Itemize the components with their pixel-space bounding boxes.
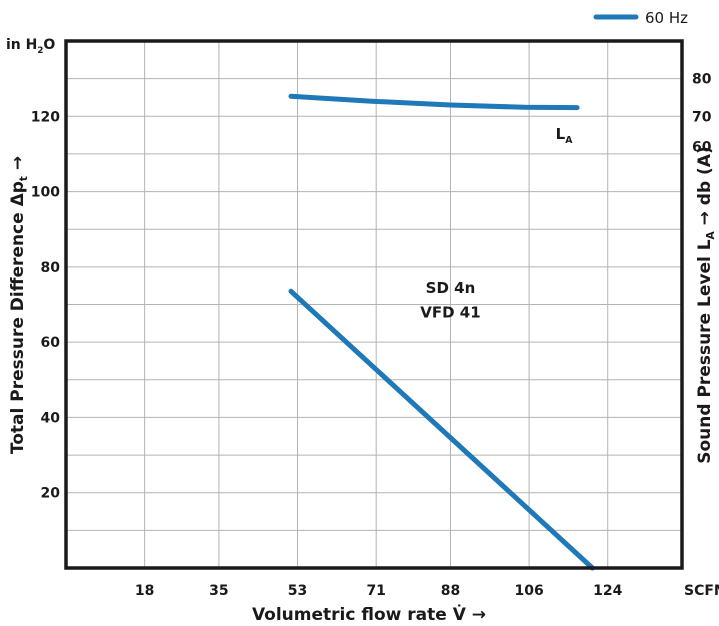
x-tick-label: 88 — [441, 583, 460, 599]
x-tick-label: 53 — [288, 583, 307, 599]
y-tick-label: 60 — [41, 335, 61, 351]
annotation-2: SD 4n — [426, 279, 476, 297]
y-tick-label: 20 — [41, 486, 61, 502]
series-layer — [288, 93, 595, 571]
y-unit-label: in H2O — [6, 37, 55, 56]
series-line-1 — [288, 93, 580, 111]
y-tick-label: 100 — [31, 185, 60, 201]
y-tick-label: 120 — [31, 109, 60, 125]
legend-label: 60 Hz — [645, 9, 688, 27]
y2-tick-label: 80 — [692, 72, 712, 88]
annotation-1: LA — [556, 125, 574, 146]
y2-axis-title: Sound Pressure Level LA → db (A) — [695, 146, 717, 464]
x-unit-label: SCFM — [684, 583, 719, 599]
plot-frame — [64, 39, 684, 570]
y-tick-label: 40 — [41, 410, 61, 426]
y-tick-label: 80 — [41, 260, 61, 276]
grid-lines — [66, 41, 682, 568]
x-axis-title: Volumetric flow rate V̇ → — [252, 604, 486, 625]
y-tick-labels: 20 40 60 80 100 120 — [31, 109, 60, 501]
x-tick-label: 71 — [366, 583, 385, 599]
x-tick-label: 35 — [209, 583, 228, 599]
y-axis-title: Total Pressure Difference Δpt → — [8, 156, 30, 454]
annotation-3: VFD 41 — [420, 304, 480, 322]
y2-tick-label: 70 — [692, 109, 712, 125]
x-tick-labels: 18 35 53 71 88 106 124 — [135, 583, 623, 599]
series-line-2 — [288, 288, 595, 571]
annotations: LA SD 4n VFD 41 — [420, 125, 573, 322]
y2-tick-labels: 80 70 60 — [692, 72, 712, 156]
x-tick-label: 18 — [135, 583, 154, 599]
x-tick-label: 106 — [514, 583, 543, 599]
y2-tick-label: 60 — [692, 139, 712, 155]
x-tick-label: 124 — [593, 583, 622, 599]
legend: 60 Hz — [593, 9, 688, 27]
